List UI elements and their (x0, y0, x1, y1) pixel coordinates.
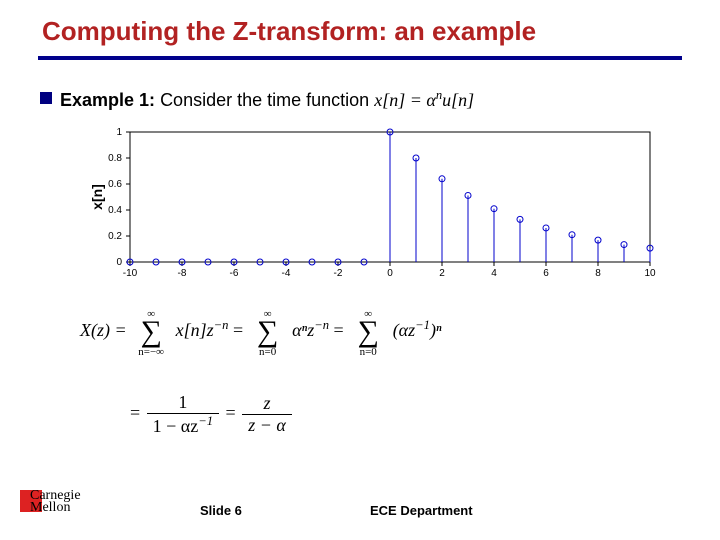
svg-text:0: 0 (116, 257, 122, 268)
svg-text:8: 8 (595, 268, 601, 279)
fraction-2: z z − α (242, 393, 292, 436)
svg-text:-2: -2 (334, 268, 343, 279)
equation-line-1: X(z) = ∞ ∑ n=−∞ x[n]z−n = ∞ ∑ n=0 αⁿz−n … (80, 318, 442, 346)
svg-text:6: 6 (543, 268, 549, 279)
sigma-1: ∞ ∑ n=−∞ (131, 318, 171, 346)
stem-chart-svg: 0 0.2 0.4 0.6 0.8 1 -10 -8 -6 -4 -2 0 2 4 6 8 10 n x[n] (90, 122, 670, 282)
svg-text:0.6: 0.6 (108, 179, 122, 190)
svg-text:10: 10 (644, 268, 656, 279)
example-rest: Consider the time function (160, 90, 374, 110)
svg-text:-4: -4 (282, 268, 291, 279)
slide-number: Slide 6 (200, 503, 242, 518)
bullet-square-icon (40, 92, 52, 104)
inline-equation: x[n] = αnu[n] (374, 90, 474, 110)
svg-text:-10: -10 (123, 268, 138, 279)
equation-line-2: = 1 1 − αz−1 = z z − α (130, 392, 294, 437)
svg-text:2: 2 (439, 268, 445, 279)
svg-text:0.8: 0.8 (108, 153, 122, 164)
example-bullet-text: Example 1: Consider the time function x[… (60, 88, 474, 111)
slide-title: Computing the Z-transform: an example (42, 16, 536, 47)
svg-text:n: n (386, 279, 395, 282)
title-rule (38, 56, 682, 60)
svg-text:0: 0 (387, 268, 393, 279)
department-label: ECE Department (370, 503, 473, 518)
stem-chart: 0 0.2 0.4 0.6 0.8 1 -10 -8 -6 -4 -2 0 2 4 6 8 10 n x[n] (90, 122, 670, 282)
sigma-3: ∞ ∑ n=0 (348, 318, 388, 346)
svg-text:-8: -8 (178, 268, 187, 279)
svg-text:4: 4 (491, 268, 497, 279)
svg-text:0.4: 0.4 (108, 205, 122, 216)
svg-text:x[n]: x[n] (90, 184, 105, 210)
university-logo-text: Carnegie Mellon (30, 490, 81, 514)
svg-text:1: 1 (116, 127, 122, 138)
svg-text:-6: -6 (230, 268, 239, 279)
sigma-2: ∞ ∑ n=0 (248, 318, 288, 346)
svg-text:0.2: 0.2 (108, 231, 122, 242)
fraction-1: 1 1 − αz−1 (147, 392, 219, 437)
eq1-lhs: X(z) = (80, 320, 127, 340)
example-prefix: Example 1: (60, 90, 155, 110)
